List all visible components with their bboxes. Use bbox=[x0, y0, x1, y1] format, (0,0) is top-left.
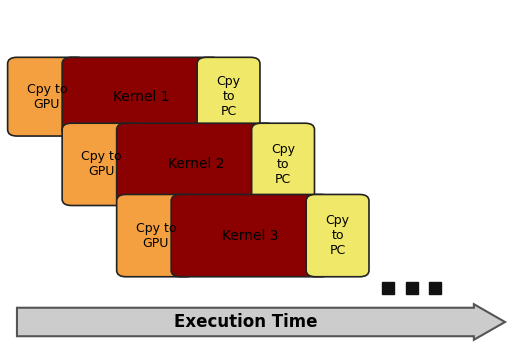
Text: Cpy
to
PC: Cpy to PC bbox=[217, 75, 241, 118]
Text: Cpy to
GPU: Cpy to GPU bbox=[27, 83, 67, 111]
Text: Cpy
to
PC: Cpy to PC bbox=[271, 143, 295, 186]
FancyBboxPatch shape bbox=[197, 57, 260, 136]
Text: Cpy to
GPU: Cpy to GPU bbox=[136, 222, 176, 250]
FancyBboxPatch shape bbox=[62, 57, 221, 136]
FancyBboxPatch shape bbox=[252, 123, 314, 205]
Text: Kernel 1: Kernel 1 bbox=[113, 90, 170, 104]
FancyBboxPatch shape bbox=[116, 123, 276, 205]
Text: Cpy
to
PC: Cpy to PC bbox=[326, 214, 350, 257]
FancyBboxPatch shape bbox=[171, 195, 330, 277]
FancyBboxPatch shape bbox=[62, 123, 140, 205]
FancyBboxPatch shape bbox=[306, 195, 369, 277]
Text: Execution Time: Execution Time bbox=[174, 313, 317, 331]
FancyBboxPatch shape bbox=[116, 195, 195, 277]
Text: Kernel 3: Kernel 3 bbox=[222, 229, 279, 243]
Text: Kernel 2: Kernel 2 bbox=[168, 157, 224, 171]
Text: Cpy to
GPU: Cpy to GPU bbox=[81, 150, 122, 178]
Polygon shape bbox=[17, 304, 505, 340]
FancyBboxPatch shape bbox=[8, 57, 86, 136]
